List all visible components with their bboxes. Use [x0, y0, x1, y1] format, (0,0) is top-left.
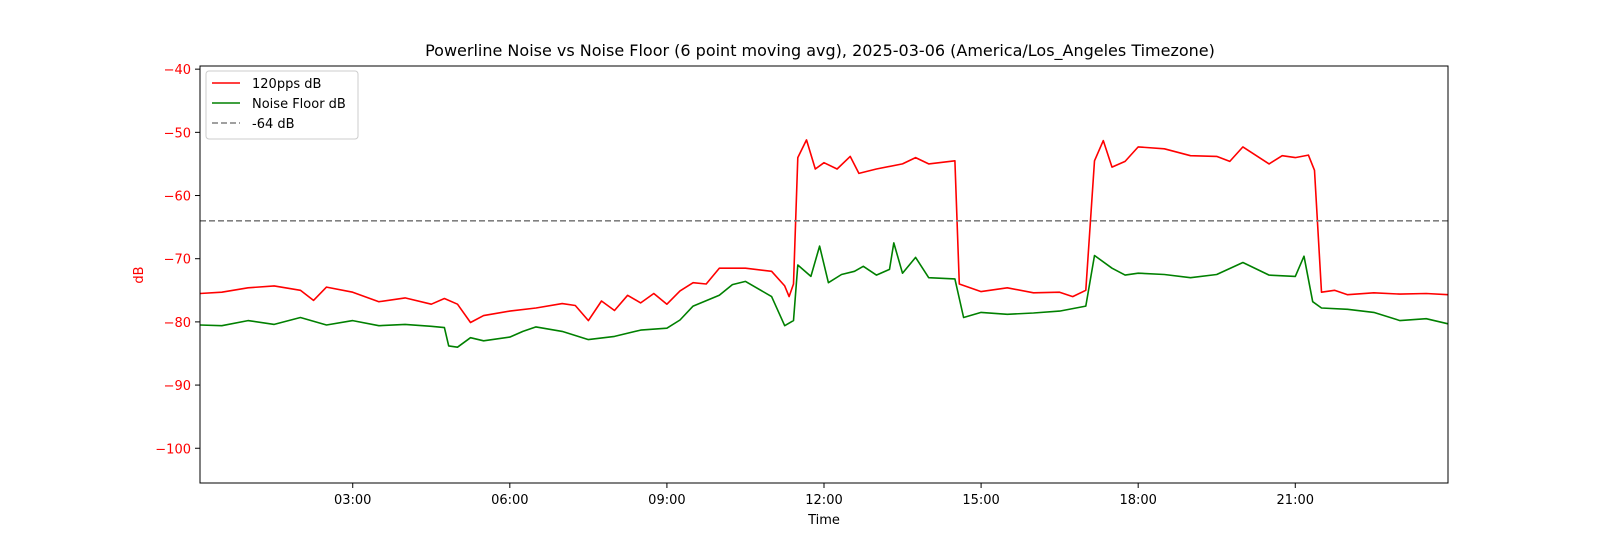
- x-tick-label: 15:00: [962, 493, 999, 508]
- y-axis: −40 −50 −60 −70 −80 −90 −100: [155, 63, 200, 457]
- x-axis: 03:00 06:00 09:00 12:00 15:00 18:00 21:00: [334, 483, 1314, 508]
- x-tick-label: 06:00: [491, 493, 528, 508]
- x-tick-label: 12:00: [805, 493, 842, 508]
- x-axis-label: Time: [807, 513, 840, 528]
- y-tick-label: −90: [164, 379, 191, 394]
- legend-label-3: -64 dB: [252, 117, 295, 132]
- x-tick-label: 09:00: [648, 493, 685, 508]
- y-axis-label: dB: [132, 266, 147, 283]
- series-layer: [199, 139, 1449, 348]
- legend-label-2: Noise Floor dB: [252, 97, 346, 112]
- x-tick-label: 21:00: [1277, 493, 1314, 508]
- y-tick-label: −70: [164, 253, 191, 268]
- y-tick-label: −60: [164, 190, 191, 205]
- plot-area: [199, 65, 1449, 484]
- legend-entries: 120pps dB Noise Floor dB -64 dB: [212, 77, 346, 132]
- y-tick-label: −40: [164, 63, 191, 78]
- legend-label-1: 120pps dB: [252, 77, 321, 92]
- y-tick-label: −100: [155, 442, 191, 457]
- legend-box: [205, 70, 359, 140]
- x-tick-label: 03:00: [334, 493, 371, 508]
- chart-title: Powerline Noise vs Noise Floor (6 point …: [425, 41, 1215, 61]
- y-tick-label: −50: [164, 126, 191, 141]
- legend: 120pps dB Noise Floor dB -64 dB: [205, 70, 359, 140]
- y-tick-label: −80: [164, 316, 191, 331]
- x-tick-label: 18:00: [1119, 493, 1156, 508]
- series-line-2: [199, 242, 1449, 348]
- series-line-1: [199, 139, 1449, 324]
